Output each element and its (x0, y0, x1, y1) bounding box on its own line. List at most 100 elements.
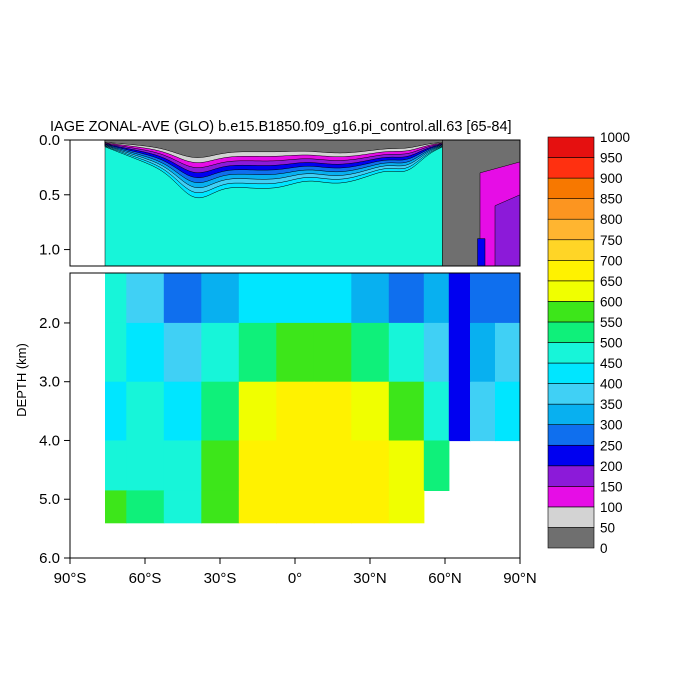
y-top-tick-label-0.0: 0.0 (39, 132, 60, 149)
colorbar-label-450: 450 (600, 356, 623, 371)
colorbar-swatch-800 (547, 198, 595, 220)
colorbar-label-200: 200 (600, 459, 623, 474)
bottom-panel-bands (105, 273, 520, 524)
colorbar-label-400: 400 (600, 377, 623, 392)
cell-2-12 (495, 381, 520, 442)
y-bot-tick-label-3.0: 3.0 (39, 374, 60, 391)
top-band-0 (104, 140, 443, 158)
x-tick-label-60: 60°N (428, 570, 462, 587)
colorbar-label-50: 50 (600, 520, 615, 535)
bottom-panel (70, 273, 520, 558)
colorbar-label-600: 600 (600, 294, 623, 309)
cell-1-0 (105, 322, 127, 383)
colorbar-label-1000: 1000 (600, 130, 630, 145)
cell-4-0 (105, 490, 127, 524)
colorbar-swatch-900 (547, 157, 595, 179)
y-bot-tick-label-6.0: 6.0 (39, 550, 60, 567)
colorbar-swatch-600 (547, 280, 595, 302)
cell-1-10 (448, 322, 471, 383)
cell-0-2 (163, 273, 202, 324)
cell-1-7 (351, 322, 390, 383)
cell-2-3 (201, 381, 240, 442)
x-tick-label-30: 30°N (353, 570, 387, 587)
chart-title: IAGE ZONAL-AVE (GLO) b.e15.B1850.f09_g16… (50, 119, 512, 135)
top-panel (70, 140, 520, 266)
cell-0-7 (351, 273, 390, 324)
cell-2-5 (276, 381, 315, 442)
y-axis-label: DEPTH (km) (14, 343, 29, 417)
colorbar-swatch-300 (547, 403, 595, 425)
cell-3-2 (163, 440, 202, 491)
cell-0-8 (388, 273, 425, 324)
x-tick-label--30: 30°S (204, 570, 237, 587)
cell-3-8 (388, 440, 425, 491)
cell-1-6 (313, 322, 352, 383)
colorbar-label-250: 250 (600, 438, 623, 453)
colorbar-swatch-450 (547, 342, 595, 364)
cell-0-5 (276, 273, 315, 324)
cell-2-6 (313, 381, 352, 442)
x-tick-label--60: 60°S (129, 570, 162, 587)
cell-3-1 (126, 440, 165, 491)
top-panel-bands (104, 140, 520, 266)
colorbar-label-850: 850 (600, 192, 623, 207)
cell-0-10 (448, 273, 471, 324)
cell-2-9 (423, 381, 450, 442)
cell-0-12 (495, 273, 520, 324)
cell-1-12 (495, 322, 520, 383)
colorbar-swatch-700 (547, 239, 595, 261)
colorbar-label-150: 150 (600, 479, 623, 494)
colorbar-swatch-50 (547, 506, 595, 528)
colorbar-swatch-650 (547, 259, 595, 282)
colorbar-swatch-950 (547, 136, 595, 158)
cell-0-11 (470, 273, 496, 324)
cell-0-4 (238, 273, 277, 324)
colorbar-label-900: 900 (600, 171, 623, 186)
cell-3-3 (201, 440, 240, 491)
cell-2-10 (448, 381, 471, 442)
cell-2-0 (105, 381, 127, 442)
cell-4-3 (201, 490, 240, 524)
colorbar-swatch-850 (547, 177, 595, 199)
cell-2-2 (163, 381, 202, 442)
colorbar-swatch-100 (547, 486, 595, 508)
colorbar-label-300: 300 (600, 418, 623, 433)
y-axis-ticks: 0.0 0.5 1.0 2.0 3.0 4.0 5.0 6.0 (39, 132, 70, 567)
cell-2-7 (351, 381, 390, 442)
cell-0-6 (313, 273, 352, 324)
colorbar-label-0: 0 (600, 541, 608, 556)
cell-3-9 (423, 440, 450, 491)
x-tick-label-90: 90°N (503, 570, 537, 587)
cell-4-8 (388, 490, 425, 524)
colorbar-swatch-500 (547, 321, 595, 343)
cell-0-9 (423, 273, 450, 324)
cell-1-8 (388, 322, 425, 383)
colorbar-swatch-400 (547, 362, 595, 384)
cell-2-8 (388, 381, 425, 442)
cell-2-4 (238, 381, 277, 442)
colorbar: 0 50 100 150 200 250 300 350 400 450 500 550 600 650 7… (547, 130, 630, 556)
colorbar-label-750: 750 (600, 233, 623, 248)
x-tick-label--90: 90°S (54, 570, 87, 587)
cell-2-1 (126, 381, 165, 442)
x-axis-ticks: 90°S 60°S 30°S 0° 30°N 60°N 90°N (54, 558, 537, 587)
colorbar-label-100: 100 (600, 500, 623, 515)
colorbar-label-950: 950 (600, 151, 623, 166)
cell-4-6 (313, 490, 352, 524)
colorbar-label-550: 550 (600, 315, 623, 330)
cell-4-7 (351, 490, 390, 524)
cell-0-3 (201, 273, 240, 324)
colorbar-label-350: 350 (600, 397, 623, 412)
cell-3-0 (105, 440, 127, 491)
colorbar-swatch-750 (547, 218, 595, 241)
cell-3-7 (351, 440, 390, 491)
colorbar-swatch-550 (547, 301, 595, 323)
cell-1-5 (276, 322, 315, 383)
colorbar-label-650: 650 (600, 274, 623, 289)
cell-0-1 (126, 273, 165, 324)
cell-4-4 (238, 490, 277, 524)
x-tick-label-0: 0° (288, 570, 302, 587)
y-top-tick-label-1.0: 1.0 (39, 242, 60, 259)
cell-4-1 (126, 490, 165, 524)
